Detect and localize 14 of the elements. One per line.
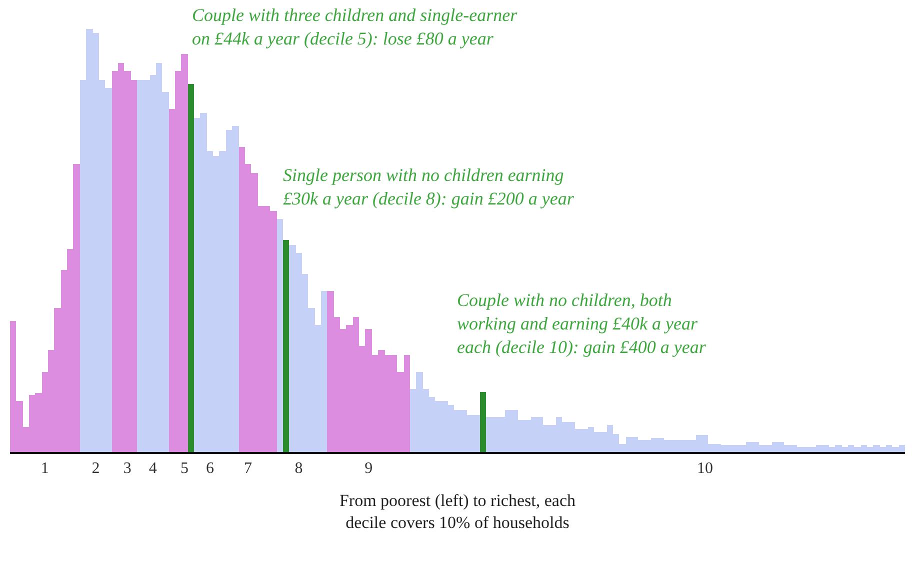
x-tick-label: 5 <box>180 460 189 478</box>
x-tick-label: 2 <box>92 460 100 478</box>
x-tick-label: 6 <box>206 460 214 478</box>
annotation: Couple with no children, both working and earning £40k a year each (decile 10): gain £400 a year <box>457 290 707 357</box>
x-tick-label: 4 <box>148 460 157 478</box>
x-tick-label: 7 <box>244 460 252 478</box>
x-tick-label: 3 <box>123 460 132 478</box>
x-tick-label: 9 <box>364 460 373 478</box>
x-tick-label: 1 <box>40 460 49 478</box>
x-tick-label: 10 <box>697 460 714 478</box>
annotation: Couple with three children and single-earner on £44k a year (decile 5): lose £80 a year <box>192 5 518 48</box>
x-tick-label: 8 <box>294 460 303 478</box>
x-axis-title: From poorest (left) to richest, each decile covers 10% of households <box>339 491 576 532</box>
annotation: Single person with no children earning £30k a year (decile 8): gain £200 a year <box>283 165 575 208</box>
